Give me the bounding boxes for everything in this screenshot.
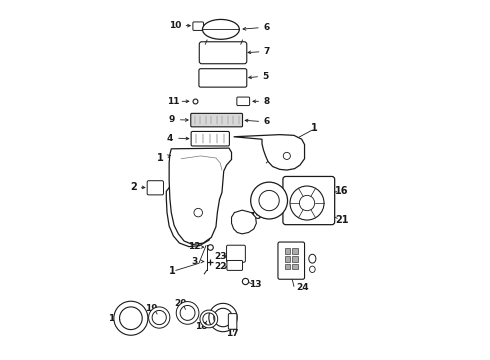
Text: 19: 19 [145, 304, 157, 313]
Polygon shape [234, 135, 305, 170]
Bar [293, 256, 298, 261]
FancyBboxPatch shape [191, 131, 229, 146]
Text: 17: 17 [226, 329, 239, 338]
FancyBboxPatch shape [226, 245, 245, 262]
FancyBboxPatch shape [278, 242, 305, 279]
Polygon shape [169, 148, 232, 244]
Text: 16: 16 [335, 186, 348, 195]
FancyBboxPatch shape [147, 181, 164, 195]
Ellipse shape [309, 254, 316, 263]
Text: 15: 15 [248, 212, 261, 221]
FancyBboxPatch shape [193, 22, 203, 31]
Text: 1: 1 [169, 266, 176, 276]
Polygon shape [166, 177, 221, 247]
Circle shape [194, 208, 202, 217]
Text: 1: 1 [157, 153, 164, 163]
Text: 10: 10 [169, 21, 181, 30]
Polygon shape [232, 210, 256, 234]
Text: 5: 5 [263, 72, 269, 81]
Text: 13: 13 [249, 280, 262, 289]
Bar [285, 264, 290, 269]
Ellipse shape [310, 266, 315, 273]
Bar [293, 248, 298, 254]
Text: 12: 12 [189, 242, 201, 251]
FancyBboxPatch shape [191, 113, 243, 127]
Text: 4: 4 [167, 134, 173, 143]
Text: 6: 6 [263, 23, 270, 32]
Text: 20: 20 [174, 299, 187, 308]
Text: 23: 23 [215, 252, 227, 261]
FancyBboxPatch shape [237, 97, 249, 105]
Circle shape [259, 190, 279, 211]
Circle shape [283, 152, 291, 159]
Text: 14: 14 [107, 314, 120, 323]
Text: 1: 1 [311, 122, 318, 132]
FancyBboxPatch shape [199, 69, 247, 87]
FancyBboxPatch shape [199, 42, 247, 64]
Text: 22: 22 [214, 262, 226, 271]
FancyBboxPatch shape [283, 176, 335, 225]
Circle shape [251, 182, 288, 219]
Text: 8: 8 [264, 97, 270, 106]
Text: 9: 9 [169, 115, 175, 124]
Bar [285, 248, 290, 254]
Text: 21: 21 [336, 215, 349, 225]
Circle shape [290, 186, 324, 220]
Text: 6: 6 [263, 117, 270, 126]
Bar [285, 256, 290, 261]
Text: 11: 11 [167, 97, 180, 106]
Text: 2: 2 [130, 182, 137, 192]
Text: 24: 24 [296, 283, 309, 292]
FancyBboxPatch shape [227, 260, 243, 270]
Text: 3: 3 [192, 257, 198, 266]
Bar [293, 264, 298, 269]
FancyBboxPatch shape [228, 314, 237, 329]
Text: 18: 18 [196, 321, 208, 330]
Circle shape [299, 195, 315, 211]
Text: 7: 7 [264, 47, 270, 56]
Ellipse shape [202, 19, 239, 39]
